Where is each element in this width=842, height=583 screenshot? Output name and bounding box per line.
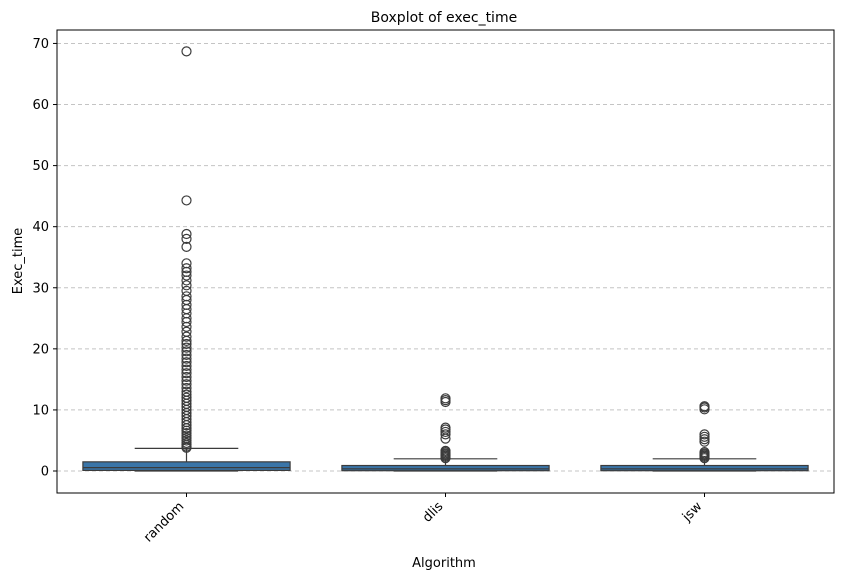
- chart-title: Boxplot of exec_time: [371, 10, 517, 26]
- outlier-random-29: [181, 357, 192, 368]
- outlier-jsw-9: [699, 429, 710, 440]
- outlier-random-28: [181, 360, 192, 372]
- outlier-random-21: [181, 386, 192, 397]
- outlier-random-31: [181, 349, 192, 361]
- outlier-random-36: [181, 331, 192, 342]
- outlier-random-34: [181, 338, 192, 350]
- outlier-random-27: [181, 364, 192, 375]
- outlier-random-45: [181, 291, 192, 302]
- y-tick-label-60: 60: [32, 98, 49, 113]
- outlier-random-46: [181, 285, 192, 296]
- outlier-random-33: [181, 342, 192, 353]
- outlier-jsw-6: [699, 436, 710, 447]
- outlier-random-6: [181, 430, 192, 441]
- y-tick-label-50: 50: [32, 159, 49, 174]
- y-tick-label-70: 70: [32, 37, 49, 52]
- outlier-random-19: [181, 392, 192, 403]
- outlier-random-25: [181, 371, 192, 383]
- outlier-random-47: [181, 280, 192, 291]
- y-tick-label-20: 20: [32, 342, 49, 357]
- outlier-random-53: [181, 241, 192, 252]
- box-jsw: [600, 464, 809, 472]
- outlier-random-4: [181, 435, 192, 446]
- outlier-random-32: [181, 346, 192, 357]
- outlier-random-55: [181, 228, 192, 240]
- boxes: [82, 46, 809, 472]
- outlier-random-30: [181, 353, 192, 364]
- box-random: [82, 461, 291, 471]
- outlier-random-57: [181, 46, 192, 57]
- outlier-random-52: [181, 258, 192, 269]
- outlier-random-51: [181, 263, 192, 274]
- outlier-random-23: [181, 379, 192, 390]
- x-tick-label-jsw: jsw: [679, 499, 705, 525]
- y-axis-label: Exec_time: [11, 228, 26, 295]
- outlier-random-37: [181, 326, 192, 337]
- outlier-dlis-14: [440, 393, 451, 404]
- outlier-random-49: [181, 270, 192, 281]
- box-dlis: [341, 464, 550, 472]
- outlier-random-3: [181, 437, 192, 449]
- y-tick-label-30: 30: [32, 281, 49, 296]
- x-axis-label: Algorithm: [412, 556, 476, 571]
- y-tick-label-40: 40: [32, 220, 49, 235]
- outlier-jsw-8: [699, 431, 710, 442]
- outlier-jsw-12: [699, 401, 710, 412]
- outlier-random-24: [181, 375, 192, 386]
- outlier-random-56: [181, 195, 192, 206]
- outlier-random-20: [181, 389, 192, 400]
- outlier-dlis-8: [440, 429, 451, 440]
- outlier-random-5: [181, 432, 192, 444]
- outlier-jsw-5: [699, 446, 710, 458]
- y-axis-ticks: 0 10 20 30 40 50 60 70: [32, 37, 57, 480]
- outlier-dlis-6: [440, 445, 451, 456]
- x-tick-label-dlis: dlis: [420, 499, 446, 525]
- outlier-random-26: [181, 368, 192, 379]
- x-axis-ticks: random dlis jsw: [141, 493, 706, 545]
- outlier-dlis-9: [440, 426, 451, 438]
- outlier-dlis-11: [440, 422, 451, 433]
- y-tick-label-0: 0: [41, 465, 49, 480]
- y-tick-label-10: 10: [32, 403, 49, 418]
- outlier-random-7: [181, 428, 192, 439]
- outlier-random-22: [181, 382, 192, 394]
- outlier-random-54: [181, 233, 192, 244]
- outlier-jsw-7: [699, 434, 710, 445]
- x-tick-label-random: random: [141, 499, 187, 545]
